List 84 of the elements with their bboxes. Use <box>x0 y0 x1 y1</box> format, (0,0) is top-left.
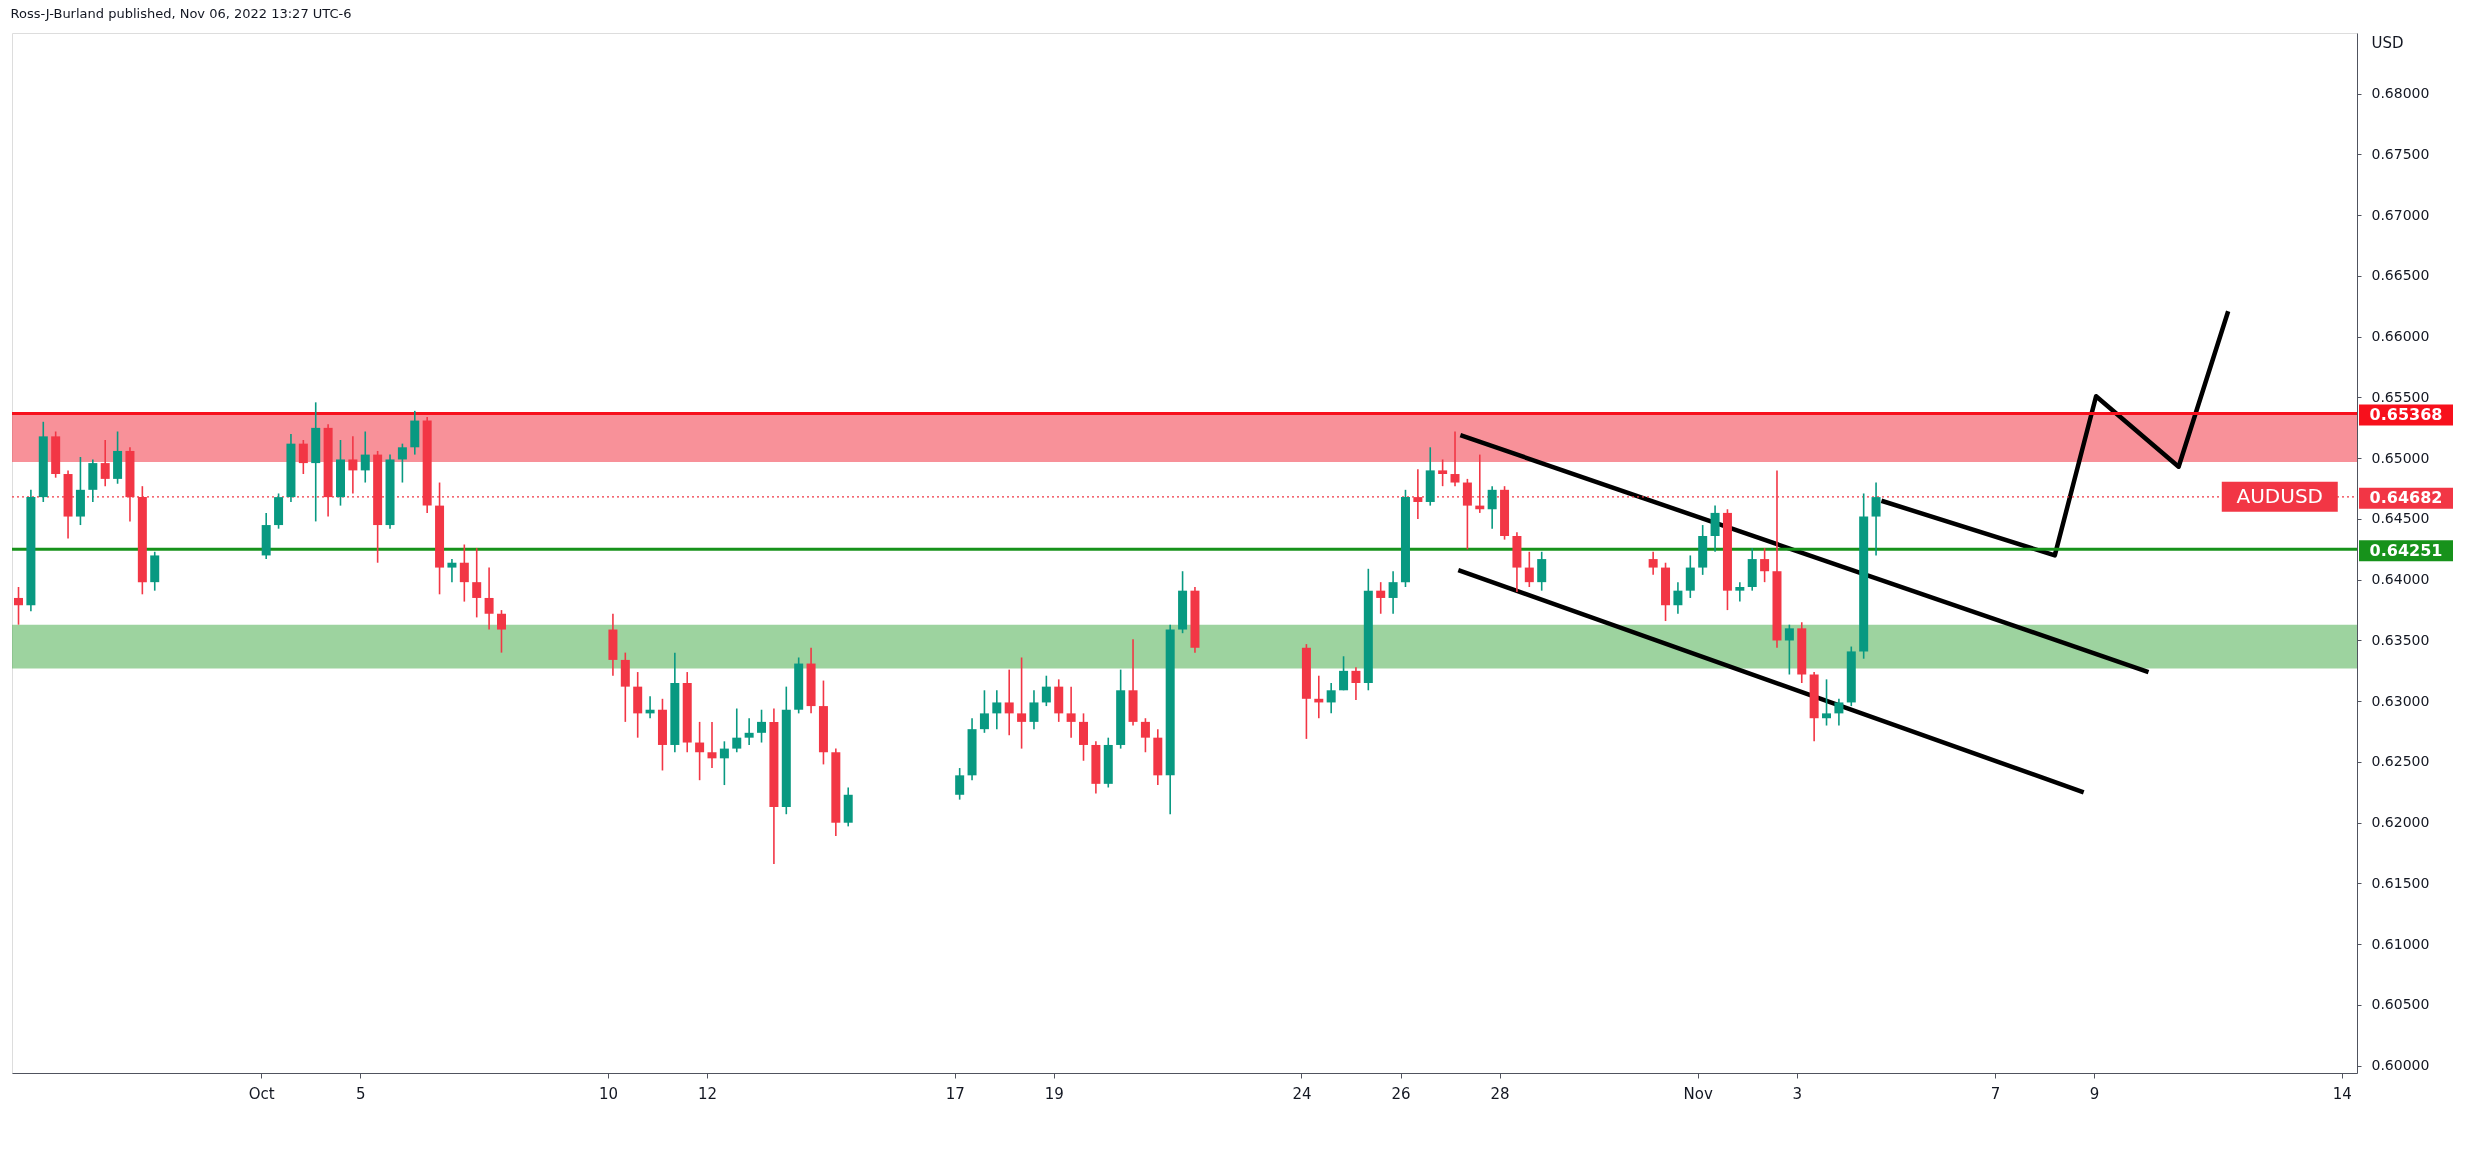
ref-line-label: 0.64251 <box>2369 540 2443 560</box>
x-tick-label: 12 <box>698 1084 718 1103</box>
y-tick-label: 0.62500 <box>2371 753 2430 770</box>
candlestick <box>1487 485 1497 530</box>
candlestick <box>1735 581 1745 603</box>
y-tick-label: 0.61000 <box>2371 935 2430 952</box>
x-tick-label: 5 <box>356 1084 366 1103</box>
x-tick-label: 26 <box>1391 1084 1411 1103</box>
y-tick-label: 0.67500 <box>2371 146 2430 162</box>
candlestick <box>348 435 358 495</box>
candlestick <box>695 721 705 781</box>
candlestick <box>360 430 370 484</box>
x-tick-label: 9 <box>2089 1084 2100 1103</box>
candlestick <box>484 566 494 631</box>
candlestick <box>1079 712 1088 762</box>
candlestick <box>447 558 457 583</box>
candlestick <box>1029 689 1039 730</box>
candlestick <box>397 442 407 484</box>
y-tick-label: 0.62000 <box>2371 814 2430 831</box>
x-tick-label: 24 <box>1292 1084 1312 1103</box>
y-tick-label: 0.65000 <box>2371 449 2430 466</box>
candlestick <box>1648 550 1658 576</box>
candlestick <box>1450 430 1460 487</box>
x-tick-label: 17 <box>945 1084 965 1103</box>
x-tick-label: Nov <box>1683 1084 1713 1103</box>
candlestick <box>298 439 308 475</box>
candlestick <box>732 707 742 754</box>
y-tick-label: 0.61500 <box>2371 874 2430 891</box>
ref-line-label: 0.65368 <box>2369 405 2443 425</box>
x-tick-label: 14 <box>2332 1084 2352 1103</box>
y-tick-label: 0.64500 <box>2371 510 2430 527</box>
x-tick-label: 28 <box>1490 1084 1510 1103</box>
candlestick <box>744 717 754 746</box>
y-tick-label: 0.67000 <box>2371 206 2430 223</box>
ref-line-label: 0.64682 <box>2369 488 2443 508</box>
y-tick-label: 0.63500 <box>2371 631 2430 648</box>
y-axis-title: USD <box>2371 33 2404 52</box>
y-tick-label: 0.68000 <box>2371 85 2430 102</box>
candlestick <box>1822 678 1832 727</box>
candlestick <box>1438 458 1448 487</box>
x-tick-label: 19 <box>1044 1084 1064 1103</box>
candlestick <box>1537 550 1547 592</box>
y-tick-label: 0.64000 <box>2371 571 2430 588</box>
annotation: AUDUSD <box>2236 483 2323 508</box>
candlestick <box>1524 550 1534 588</box>
candlestick <box>1017 656 1027 750</box>
candlestick <box>1760 547 1770 583</box>
y-tick-label: 0.66500 <box>2371 267 2430 284</box>
candlestick <box>1376 581 1386 615</box>
y-tick-label: 0.60000 <box>2371 1057 2430 1074</box>
candlestick <box>992 689 1002 730</box>
y-tick-label: 0.66000 <box>2371 328 2430 345</box>
candlestick <box>1685 554 1695 599</box>
x-tick-label: 3 <box>1792 1084 1803 1103</box>
candlestick <box>1710 504 1720 553</box>
candlestick <box>1351 666 1361 701</box>
candlestick <box>1326 682 1336 715</box>
candlestick <box>472 547 482 619</box>
candlestick <box>1339 655 1349 692</box>
candlestick <box>14 586 24 626</box>
y-tick-label: 0.60500 <box>2371 996 2430 1013</box>
candlestick <box>757 708 767 744</box>
y-tick-label: 0.63000 <box>2371 692 2430 709</box>
y-tick-label: 0.65500 <box>2371 388 2430 405</box>
x-tick-label: 10 <box>598 1084 619 1103</box>
candlestick <box>496 609 506 654</box>
candlestick <box>1871 481 1881 557</box>
candlestick <box>1388 570 1398 615</box>
candlestick <box>1784 623 1794 676</box>
candlestick <box>1004 668 1014 737</box>
candlestick <box>719 740 729 786</box>
candlestick <box>1041 674 1051 707</box>
chart-title: Ross-J-Burland published, Nov 06, 2022 13:27 UTC-6 <box>10 6 352 21</box>
candlestick <box>1140 717 1150 754</box>
candlestick <box>979 689 989 734</box>
candlestick <box>459 543 469 603</box>
candlestick <box>100 439 110 487</box>
candlestick <box>1673 581 1683 615</box>
candlestick <box>955 767 965 801</box>
candlestick <box>1834 697 1844 727</box>
x-tick-label: Oct <box>248 1084 275 1103</box>
x-tick-label: 7 <box>1990 1084 2001 1103</box>
candlestick <box>1066 685 1076 739</box>
candlestick <box>707 721 717 769</box>
